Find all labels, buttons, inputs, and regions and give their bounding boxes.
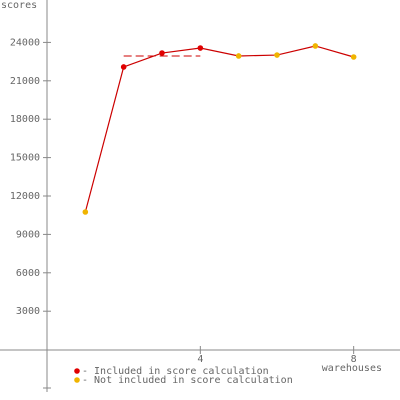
data-point — [120, 64, 127, 70]
data-point — [197, 45, 204, 51]
data-point — [82, 209, 89, 215]
y-tick-label: 3000 — [16, 306, 40, 317]
y-axis-label: scores — [1, 0, 37, 11]
legend-label: - Included in score calculation — [82, 366, 269, 377]
y-tick-label: 24000 — [10, 37, 40, 48]
y-tick-label: 15000 — [10, 153, 40, 164]
y-tick-label: 21000 — [10, 76, 40, 87]
x-axis-label: warehouses — [322, 363, 382, 374]
y-tick-label: 9000 — [16, 229, 40, 240]
x-tick-label: 4 — [197, 354, 203, 365]
y-tick-label: 18000 — [10, 114, 40, 125]
series-line — [84, 45, 354, 213]
data-point — [350, 54, 357, 60]
legend-label: - Not included in score calculation — [82, 375, 293, 386]
data-point — [235, 53, 242, 59]
data-point — [274, 52, 280, 58]
y-tick-label: 12000 — [10, 191, 40, 202]
legend-marker — [74, 377, 80, 383]
legend-marker — [74, 368, 80, 374]
y-tick-label: 6000 — [16, 268, 40, 279]
data-point — [159, 50, 165, 56]
data-point — [312, 43, 319, 49]
x-tick-label: 8 — [351, 354, 357, 365]
